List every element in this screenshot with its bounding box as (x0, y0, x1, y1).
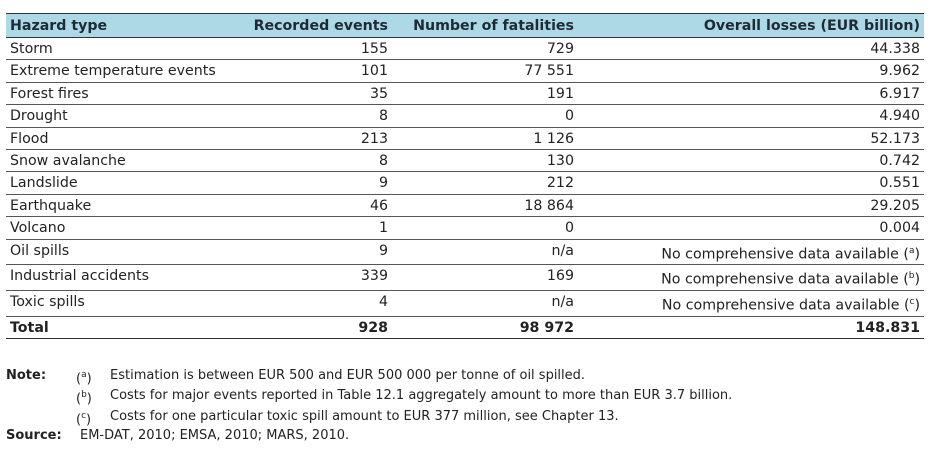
cell-fatalities: n/a (392, 290, 578, 317)
table-total-row: Total 928 98 972 148.831 (6, 316, 924, 340)
cell-hazard-type: Drought (6, 104, 234, 128)
note-text: Estimation is between EUR 500 and EUR 50… (110, 368, 586, 383)
cell-hazard-type: Industrial accidents (6, 264, 234, 291)
cell-recorded-events: 213 (234, 127, 392, 150)
cell-fatalities: n/a (392, 239, 578, 266)
cell-recorded-events: 155 (234, 37, 392, 61)
cell-fatalities: 0 (392, 216, 578, 240)
source-label: Source: (6, 428, 62, 443)
cell-hazard-type: Landslide (6, 171, 234, 195)
table-notes: Note: (a) Estimation is between EUR 500 … (6, 367, 732, 428)
cell-hazard-type: Toxic spills (6, 290, 234, 317)
cell-hazard-type: Flood (6, 127, 234, 150)
cell-fatalities: 169 (392, 264, 578, 291)
table-row: Storm 155 729 44.338 (6, 37, 924, 61)
table-row: Extreme temperature events 101 77 551 9.962 (6, 59, 924, 83)
table-source: Source: EM-DAT, 2010; EMSA, 2010; MARS, … (6, 428, 349, 443)
header-hazard-type: Hazard type (6, 13, 234, 38)
cell-fatalities: 18 864 (392, 194, 578, 218)
cell-hazard-type: Extreme temperature events (6, 59, 234, 83)
cell-overall-losses: 0.742 (578, 149, 924, 173)
cell-fatalities: 212 (392, 171, 578, 195)
header-recorded-events: Recorded events (234, 13, 392, 38)
note-mark: (b) (76, 390, 92, 407)
table-row: Flood 213 1 126 52.173 (6, 127, 924, 150)
cell-fatalities: 191 (392, 82, 578, 106)
total-cell-fatalities: 98 972 (392, 316, 578, 340)
table-row: Earthquake 46 18 864 29.205 (6, 194, 924, 218)
cell-recorded-events: 1 (234, 216, 392, 240)
cell-fatalities: 729 (392, 37, 578, 61)
cell-recorded-events: 4 (234, 290, 392, 317)
cell-overall-losses: No comprehensive data available (b) (578, 264, 924, 291)
cell-recorded-events: 101 (234, 59, 392, 83)
cell-fatalities: 77 551 (392, 59, 578, 83)
cell-recorded-events: 339 (234, 264, 392, 291)
note-text: Costs for one particular toxic spill amo… (110, 408, 619, 424)
table-row: Landslide 9 212 0.551 (6, 171, 924, 195)
cell-overall-losses: 6.917 (578, 82, 924, 106)
table-row: Oil spills 9 n/a No comprehensive data avai… (6, 239, 924, 266)
table-row: Forest fires 35 191 6.917 (6, 82, 924, 106)
hazard-table: Hazard type Recorded events Number of fa… (6, 13, 924, 340)
cell-recorded-events: 8 (234, 104, 392, 128)
cell-hazard-type: Snow avalanche (6, 149, 234, 173)
note-row: (b) Costs for major events reported in T… (6, 387, 732, 407)
note-row: Note: (a) Estimation is between EUR 500 … (6, 367, 732, 387)
cell-hazard-type: Storm (6, 37, 234, 61)
cell-recorded-events: 46 (234, 194, 392, 218)
cell-recorded-events: 9 (234, 239, 392, 266)
cell-fatalities: 1 126 (392, 127, 578, 150)
cell-overall-losses: 0.004 (578, 216, 924, 240)
table-row: Drought 8 0 4.940 (6, 104, 924, 128)
note-text: Costs for major events reported in Table… (110, 388, 733, 404)
cell-fatalities: 0 (392, 104, 578, 128)
source-text: EM-DAT, 2010; EMSA, 2010; MARS, 2010. (80, 428, 350, 443)
note-mark: (c) (76, 410, 92, 427)
table-row: Snow avalanche 8 130 0.742 (6, 149, 924, 173)
note-row: (c) Costs for one particular toxic spill… (6, 408, 732, 428)
total-cell-recorded-events: 928 (234, 316, 392, 340)
cell-hazard-type: Volcano (6, 216, 234, 240)
cell-overall-losses: No comprehensive data available (a) (578, 239, 924, 266)
cell-overall-losses: 29.205 (578, 194, 924, 218)
cell-recorded-events: 35 (234, 82, 392, 106)
cell-fatalities: 130 (392, 149, 578, 173)
table-row: Volcano 1 0 0.004 (6, 216, 924, 240)
total-cell-overall-losses: 148.831 (578, 316, 924, 340)
cell-recorded-events: 8 (234, 149, 392, 173)
total-cell-hazard-type: Total (6, 316, 234, 340)
note-label: Note: (6, 368, 47, 383)
cell-overall-losses: No comprehensive data available (c) (578, 290, 924, 317)
header-overall-losses: Overall losses (EUR billion) (578, 13, 924, 38)
cell-overall-losses: 44.338 (578, 37, 924, 61)
cell-hazard-type: Forest fires (6, 82, 234, 106)
cell-overall-losses: 4.940 (578, 104, 924, 128)
cell-overall-losses: 0.551 (578, 171, 924, 195)
cell-overall-losses: 52.173 (578, 127, 924, 150)
hazard-table-container: Hazard type Recorded events Number of fa… (6, 13, 924, 340)
note-mark: (a) (76, 370, 92, 387)
header-fatalities: Number of fatalities (392, 13, 578, 38)
table-header-row: Hazard type Recorded events Number of fa… (6, 13, 924, 38)
cell-hazard-type: Earthquake (6, 194, 234, 218)
table-row: Industrial accidents 339 169 No comprehensi… (6, 264, 924, 291)
cell-recorded-events: 9 (234, 171, 392, 195)
table-row: Toxic spills 4 n/a No comprehensive data av… (6, 290, 924, 317)
cell-overall-losses: 9.962 (578, 59, 924, 83)
cell-hazard-type: Oil spills (6, 239, 234, 266)
